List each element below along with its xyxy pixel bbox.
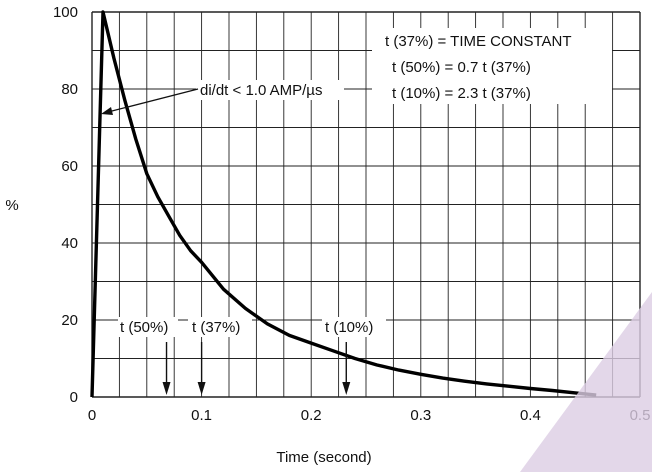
x-tick-label: 0.1 [191,407,212,424]
decay-curve [90,10,597,398]
x-axis-title: Time (second) [276,449,371,466]
slope-label: di/dt < 1.0 AMP/µs [200,82,322,99]
marker-label-bg-10 [322,317,386,337]
slope-leader-line [107,88,199,113]
axis-ticks: 00.10.20.30.40.5020406080100 [53,4,650,424]
marker-label-t37: t (37%) [192,319,240,336]
annotations: t (37%) = TIME CONSTANT t (50%) = 0.7 t … [101,28,612,395]
marker-arrowhead [342,382,351,395]
marker-label-bg-50 [118,317,178,337]
y-tick-label: 0 [70,389,78,406]
y-axis-title: % [5,197,18,214]
x-tick-label: 0.4 [520,407,541,424]
y-tick-label: 40 [61,235,78,252]
marker-arrowhead [197,382,206,395]
x-tick-label: 0 [88,407,96,424]
slope-label-bg [196,80,344,100]
x-tick-label: 0.3 [410,407,431,424]
y-tick-label: 20 [61,312,78,329]
marker-arrows [162,342,351,395]
corner-shape [520,292,652,472]
marker-label-bg-37 [188,317,252,337]
y-tick-label: 80 [61,81,78,98]
formula-line-2: t (50%) = 0.7 t (37%) [392,59,531,76]
marker-arrowhead [162,382,171,395]
formula-line-3: t (10%) = 2.3 t (37%) [392,85,531,102]
x-tick-label: 0.2 [301,407,322,424]
formula-box-bg [372,28,612,104]
marker-label-t50: t (50%) [120,319,168,336]
formula-line-1: t (37%) = TIME CONSTANT [385,33,572,50]
slope-arrowhead [101,107,113,115]
y-tick-label: 60 [61,158,78,175]
y-tick-label: 100 [53,4,78,21]
curve-layer [90,10,597,398]
marker-label-t10: t (10%) [325,319,373,336]
